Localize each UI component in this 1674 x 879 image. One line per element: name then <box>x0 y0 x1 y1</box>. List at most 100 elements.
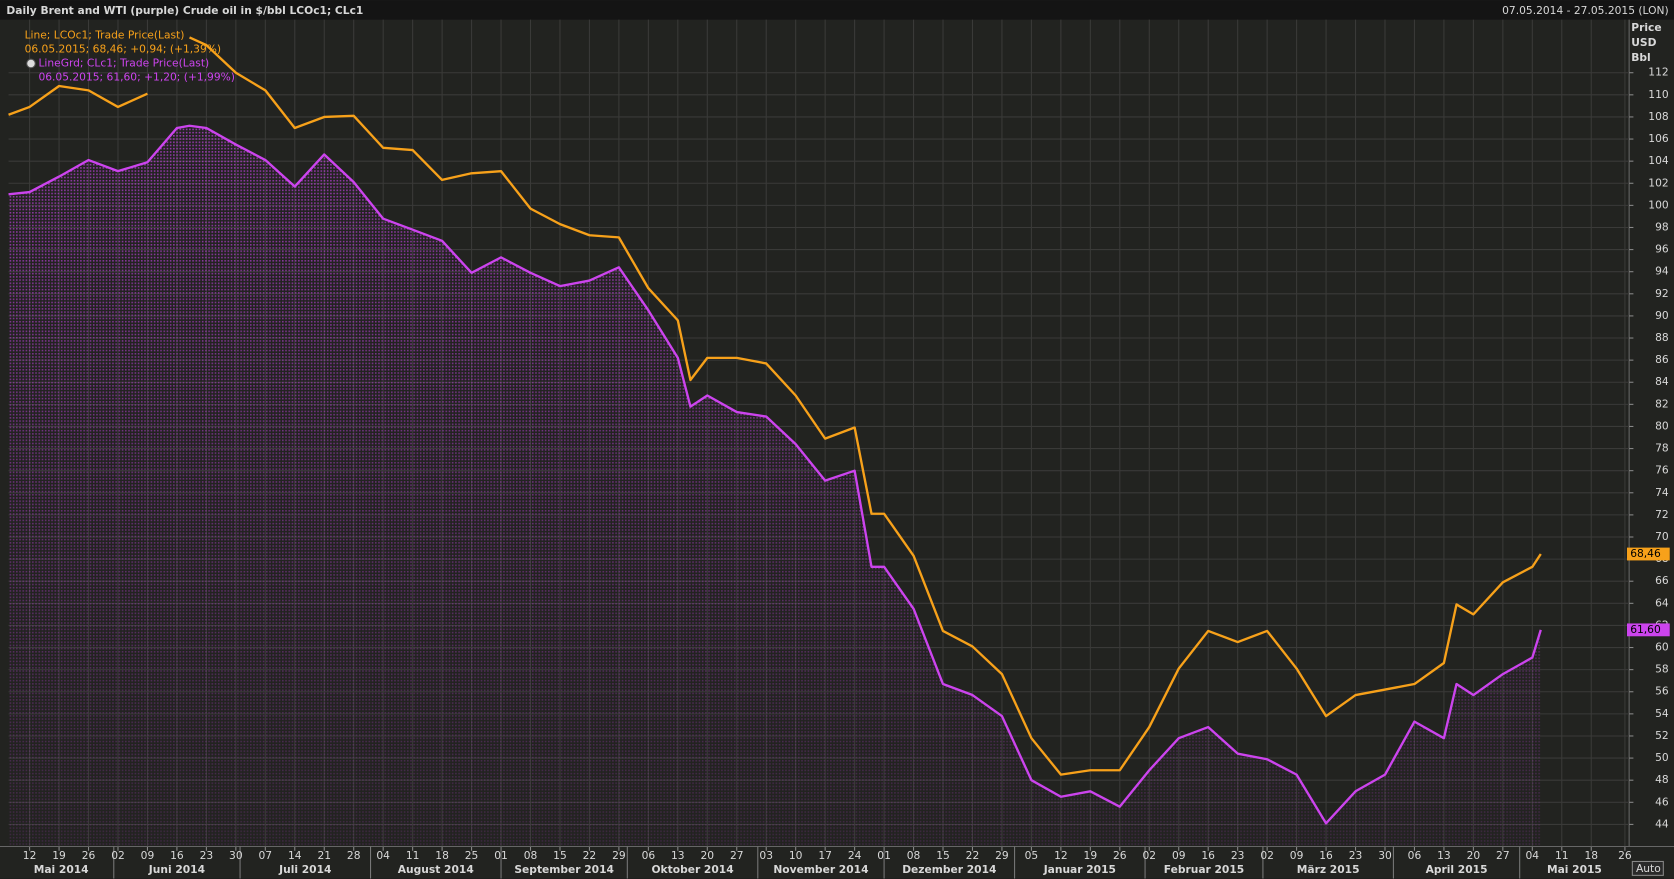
month-label: August 2014 <box>398 863 474 876</box>
x-tick-label: 28 <box>347 849 361 862</box>
x-tick-label: 27 <box>730 849 744 862</box>
x-tick-label: 16 <box>170 849 184 862</box>
y-tick-label: 46 <box>1655 795 1669 808</box>
y-tick-label: 48 <box>1655 773 1669 786</box>
y-tick-label: 44 <box>1655 817 1669 830</box>
x-tick-label: 25 <box>465 849 479 862</box>
x-tick-label: 20 <box>700 849 714 862</box>
y-tick-label: 70 <box>1655 530 1669 543</box>
x-tick-label: 26 <box>1618 849 1632 862</box>
line <box>8 36 1542 776</box>
x-tick-label: 01 <box>877 849 891 862</box>
x-tick-label: 16 <box>1201 849 1215 862</box>
y-tick-label: 106 <box>1648 132 1669 145</box>
y-tick-label: 104 <box>1648 154 1669 167</box>
value-label: 68,46 <box>1630 547 1661 560</box>
x-tick-label: 30 <box>1378 849 1392 862</box>
x-tick-label: 08 <box>907 849 921 862</box>
y-tick-label: 54 <box>1655 707 1669 720</box>
date-range: 07.05.2014 - 27.05.2015 (LON) <box>1502 4 1669 17</box>
y-tick-label: 94 <box>1655 265 1669 278</box>
y-tick-label: 100 <box>1648 198 1669 211</box>
x-tick-label: 13 <box>671 849 685 862</box>
x-tick-label: 24 <box>848 849 862 862</box>
month-label: Mai 2015 <box>1547 863 1602 876</box>
month-label: Juli 2014 <box>278 863 331 876</box>
month-label: Oktober 2014 <box>651 863 733 876</box>
x-tick-label: 26 <box>82 849 96 862</box>
y-tick-label: 58 <box>1655 663 1669 676</box>
month-label: Juni 2014 <box>148 863 205 876</box>
x-tick-label: 09 <box>1290 849 1304 862</box>
month-label: Januar 2015 <box>1043 863 1116 876</box>
y-tick-label: 96 <box>1655 243 1669 256</box>
x-tick-label: 09 <box>141 849 155 862</box>
x-tick-label: 15 <box>936 849 950 862</box>
value-tag <box>1626 547 1670 561</box>
x-tick-label: 27 <box>1496 849 1510 862</box>
x-tick-label: 02 <box>1142 849 1156 862</box>
y-tick-label: 52 <box>1655 729 1669 742</box>
y-axis-title: Bbl <box>1631 51 1650 64</box>
area <box>8 125 1541 847</box>
x-tick-label: 23 <box>1349 849 1363 862</box>
x-tick-label: 29 <box>612 849 626 862</box>
y-tick-label: 108 <box>1648 110 1669 123</box>
y-tick-label: 88 <box>1655 331 1669 344</box>
x-tick-label: 18 <box>435 849 449 862</box>
x-tick-label: 08 <box>524 849 538 862</box>
x-tick-label: 20 <box>1467 849 1481 862</box>
marks <box>8 36 1542 847</box>
x-tick-label: 19 <box>1084 849 1098 862</box>
y-tick-label: 82 <box>1655 397 1669 410</box>
month-label: Februar 2015 <box>1164 863 1244 876</box>
y-tick-label: 60 <box>1655 641 1669 654</box>
x-tick-label: 26 <box>1113 849 1127 862</box>
x-tick-label: 23 <box>200 849 214 862</box>
x-tick-label: 22 <box>966 849 980 862</box>
line <box>8 124 1542 825</box>
month-label: Mai 2014 <box>34 863 89 876</box>
month-label: März 2015 <box>1297 863 1360 876</box>
x-tick-label: 05 <box>1025 849 1039 862</box>
legend-name: LineGrd; CLc1; Trade Price(Last) <box>38 56 209 69</box>
y-tick-label: 80 <box>1655 419 1669 432</box>
y-tick-label: 110 <box>1648 88 1669 101</box>
x-tick-label: 19 <box>52 849 66 862</box>
x-tick-label: 29 <box>995 849 1009 862</box>
y-tick-label: 76 <box>1655 464 1669 477</box>
x-tick-label: 13 <box>1437 849 1451 862</box>
x-tick-label: 11 <box>406 849 420 862</box>
x-tick-label: 30 <box>229 849 243 862</box>
x-tick-label: 23 <box>1231 849 1245 862</box>
y-tick-label: 78 <box>1655 442 1669 455</box>
y-tick-label: 72 <box>1655 508 1669 521</box>
month-label: Dezember 2014 <box>902 863 996 876</box>
y-tick-label: 64 <box>1655 596 1669 609</box>
x-tick-label: 06 <box>642 849 656 862</box>
y-tick-label: 112 <box>1648 66 1668 79</box>
x-tick-label: 14 <box>288 849 302 862</box>
y-axis-title: Price <box>1631 21 1661 34</box>
title-bar <box>0 0 1674 20</box>
y-tick-label: 84 <box>1655 375 1669 388</box>
legend-detail: 06.05.2015; 61,60; +1,20; (+1,99%) <box>38 70 235 83</box>
x-tick-label: 02 <box>111 849 125 862</box>
x-tick-label: 18 <box>1584 849 1598 862</box>
y-axis-title: USD <box>1631 36 1656 49</box>
month-label: September 2014 <box>514 863 614 876</box>
value-tag <box>1626 623 1670 637</box>
x-tick-label: 21 <box>317 849 331 862</box>
labels: 4446485052545658606264666870727476788082… <box>23 21 1670 876</box>
legend-name: Line; LCOc1; Trade Price(Last) <box>25 29 185 42</box>
legend-detail: 06.05.2015; 68,46; +0,94; (+1,39%) <box>25 43 222 56</box>
y-tick-label: 74 <box>1655 486 1669 499</box>
x-tick-label: 22 <box>583 849 597 862</box>
x-tick-label: 02 <box>1260 849 1274 862</box>
y-tick-label: 92 <box>1655 287 1669 300</box>
y-tick-label: 98 <box>1655 220 1669 233</box>
auto-button[interactable] <box>1631 860 1664 876</box>
x-tick-label: 04 <box>376 849 390 862</box>
auto-button-label[interactable]: Auto <box>1636 862 1661 875</box>
